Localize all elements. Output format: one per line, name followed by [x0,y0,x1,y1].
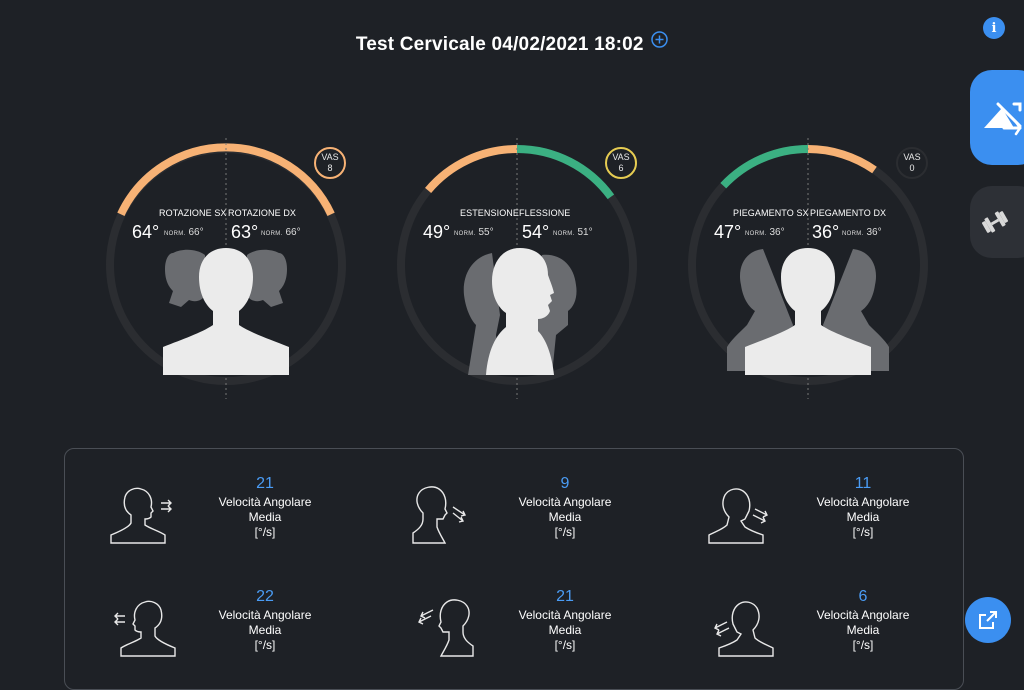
vas-label: VAS [903,152,921,162]
vas-label: VAS [612,152,630,162]
angular-velocity-panel: 21 Velocità Angolare Media [°/s] 9 Velocit… [64,448,964,690]
metric-extension: 21 Velocità Angolare Media [°/s] [367,588,665,678]
metric-label: Velocità Angolare Media [°/s] [816,608,910,652]
add-circle-icon[interactable] [651,31,668,54]
metric-label: Velocità Angolare Media [°/s] [218,608,312,652]
value-rotation-left: 64° [132,222,160,242]
tab-strength[interactable] [970,186,1024,258]
vas-label: VAS [321,152,339,162]
metric-label: Velocità Angolare Media [°/s] [518,495,612,539]
head-flexion-icon [412,486,467,544]
rotation-ring [106,138,346,399]
vas-value: 6 [618,163,624,173]
metric-value: 22 [256,588,274,605]
metric-value: 21 [256,475,274,492]
norm-extension: NORM. 55° [454,227,494,238]
value-flexion: 54° [522,222,550,242]
metric-rotation-left: 22 Velocità Angolare Media [°/s] [67,588,365,678]
label-rotation-right: ROTAZIONE DX [228,208,297,218]
metric-flexion: 9 Velocità Angolare Media [°/s] [367,475,665,565]
metric-label: Velocità Angolare Media [°/s] [816,495,910,539]
value-rotation-right: 63° [231,222,259,242]
value-bending-right: 36° [812,222,840,242]
dial-lateral-bending: VAS 0 PIEGAMENTO SX PIEGAMENTO DX 47° NO… [683,135,933,400]
extension-flexion-ring [397,138,637,399]
lateral-bending-ring [688,138,928,399]
angle-measure-icon [984,102,1022,136]
metric-value: 6 [858,588,868,605]
info-button[interactable]: i [983,17,1005,39]
value-bending-left: 47° [714,222,742,242]
export-button[interactable] [965,597,1011,643]
dial-rotation: VAS 8 ROTAZIONE SX ROTAZIONE DX 64° NORM… [101,135,351,400]
dial-extension-flexion: VAS 6 ESTENSIONE FLESSIONE 49° NORM. 55° … [392,135,642,400]
external-link-icon [979,611,997,629]
page-title-text: Test Cervicale 04/02/2021 18:02 [355,34,644,55]
metric-value: 21 [556,588,574,605]
vas-value: 8 [327,163,333,173]
head-extension-icon [418,599,474,657]
label-flexion: FLESSIONE [519,208,571,218]
metric-rotation-right: 21 Velocità Angolare Media [°/s] [67,475,365,565]
norm-rotation-left: NORM. 66° [164,227,204,238]
metric-bending-left: 6 Velocità Angolare Media [°/s] [665,588,963,678]
head-rotation-right-icon [110,487,172,544]
page-title: Test Cervicale 04/02/2021 18:02 [0,31,1024,56]
head-rotation-left-icon [114,600,176,657]
vas-badge-rotation: VAS 8 [314,147,346,179]
norm-bending-right: NORM. 36° [842,227,882,238]
metric-value: 11 [854,475,872,492]
metric-value: 9 [560,475,570,492]
info-icon: i [991,20,997,36]
label-bending-left: PIEGAMENTO SX [733,208,809,218]
label-rotation-left: ROTAZIONE SX [159,208,227,218]
metric-label: Velocità Angolare Media [°/s] [518,608,612,652]
norm-bending-left: NORM. 36° [745,227,785,238]
label-extension: ESTENSIONE [460,208,520,218]
vas-badge-lateral-bending: VAS 0 [896,147,928,179]
tab-range-of-motion[interactable] [970,70,1024,165]
value-extension: 49° [423,222,451,242]
vas-value: 0 [909,163,915,173]
label-bending-right: PIEGAMENTO DX [810,208,887,218]
norm-rotation-right: NORM. 66° [261,227,301,238]
metric-label: Velocità Angolare Media [°/s] [218,495,312,539]
norm-flexion: NORM. 51° [553,227,593,238]
vas-badge-extension-flexion: VAS 6 [605,147,637,179]
head-bending-right-icon [708,488,768,544]
metric-bending-right: 11 Velocità Angolare Media [°/s] [665,475,963,565]
head-bending-left-icon [714,601,774,657]
dumbbell-icon [981,211,1009,233]
